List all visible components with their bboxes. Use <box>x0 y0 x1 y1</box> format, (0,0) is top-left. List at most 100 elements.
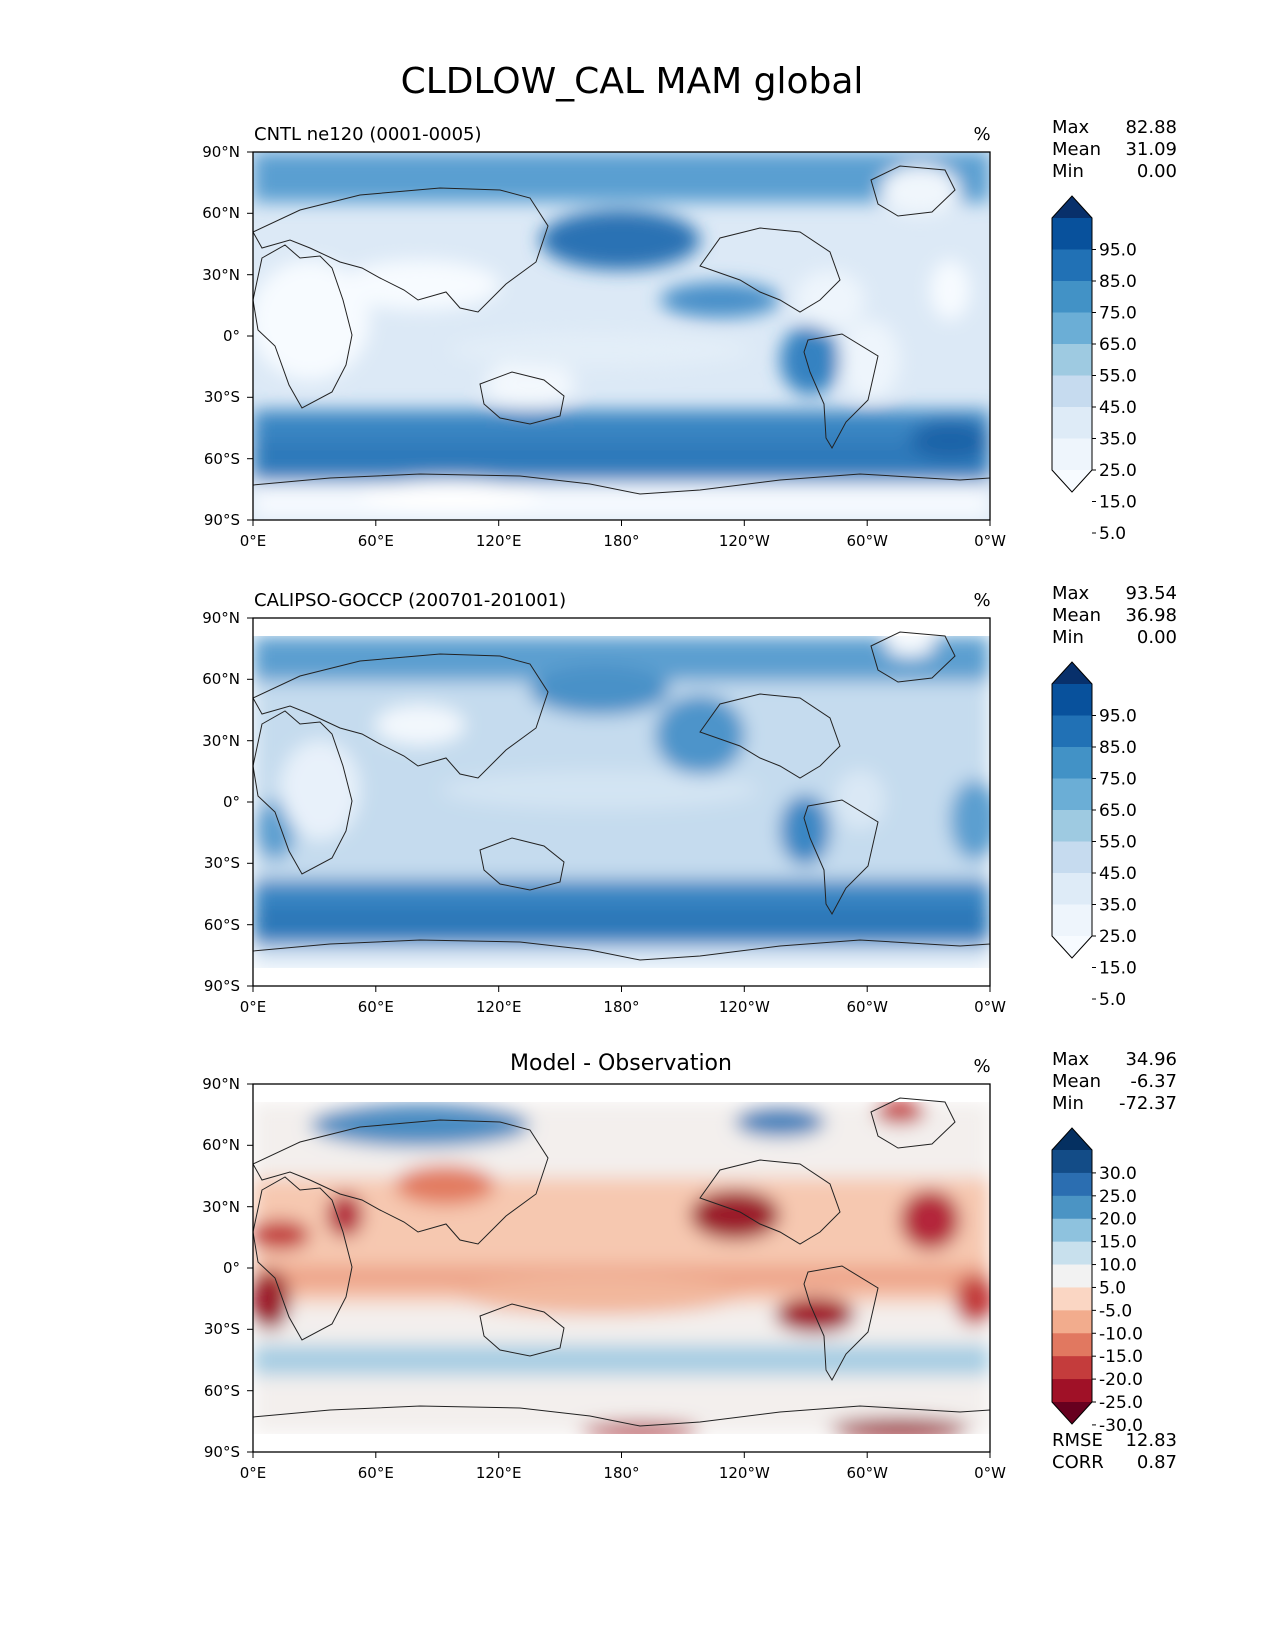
stat-label: Mean <box>1052 1071 1101 1092</box>
lat-tick-label: 0° <box>223 793 240 811</box>
colorbar-swatch <box>1052 873 1092 905</box>
colorbar-tick-label: -15.0 <box>1099 1347 1143 1367</box>
lon-tick-label: 120°W <box>719 998 770 1016</box>
colorbar-tick-label: -10.0 <box>1099 1324 1143 1344</box>
colorbar-swatch <box>1052 218 1092 250</box>
colorbar-swatch <box>1052 407 1092 439</box>
colorbar-swatch <box>1052 841 1092 874</box>
colorbar-tick-label: 95.0 <box>1099 241 1137 261</box>
lon-tick-label: 0°W <box>974 532 1006 550</box>
panel-diff-colorbar: 30.0 25.0 20.0 15.0 10.05.0 -5.0 -10.0 -15.0 -20… <box>1051 1127 1143 1436</box>
lon-tick-label: 120°E <box>476 532 522 550</box>
stat-value: -72.37 <box>1119 1093 1177 1114</box>
colorbar-swatch <box>1052 810 1092 842</box>
colorbar-swatch <box>1052 1333 1092 1357</box>
lat-tick-label: 90°S <box>204 1443 240 1461</box>
lon-tick-label: 60°W <box>846 1464 888 1482</box>
lon-tick-label: 60°W <box>846 998 888 1016</box>
colorbar-tick-label: 85.0 <box>1099 272 1137 292</box>
colorbar-extend-bottom <box>1052 936 1092 958</box>
stat-label: Mean <box>1052 605 1101 626</box>
panel-obs: CALIPSO-GOCCP (200701-201001) % <box>202 583 1177 1016</box>
panel-model-units: % <box>973 124 990 145</box>
panel-obs-field <box>253 618 990 986</box>
panel-diff-title: Model - Observation <box>510 1051 732 1076</box>
colorbar-extend-bottom <box>1052 1402 1092 1424</box>
lat-tick-label: 60°S <box>204 916 240 934</box>
colorbar-extend-top <box>1052 196 1092 218</box>
colorbar-extend-bottom <box>1052 470 1092 492</box>
lat-tick-label: 60°S <box>204 450 240 468</box>
colorbar-tick-label: 30.0 <box>1099 1164 1137 1184</box>
coastlines <box>253 165 990 495</box>
colorbar-tick-label: -20.0 <box>1099 1370 1143 1390</box>
lon-tick-label: 180° <box>603 1464 639 1482</box>
colorbar-swatch <box>1052 1287 1092 1311</box>
stat-value: 0.00 <box>1137 627 1177 648</box>
field-layers <box>253 1100 990 1438</box>
colorbar-tick-label: 5.0 <box>1099 1278 1126 1298</box>
panel-obs-colorbar: 95.0 85.0 75.0 65.0 55.0 45.0 35.0 25.0 15.0 5.0 <box>1051 661 1137 1010</box>
colorbar-swatch <box>1052 249 1092 282</box>
colorbar-tick-label: -5.0 <box>1099 1301 1132 1321</box>
panel-diff-metrics: RMSE 12.83 CORR 0.87 <box>1052 1430 1177 1473</box>
panel-model-colorbar: 95.0 85.0 75.0 65.0 55.0 45.0 35.0 25.0 15.0 5.0 <box>1051 195 1137 544</box>
colorbar-extend-top <box>1052 1128 1092 1150</box>
colorbar-tick-label: 35.0 <box>1099 896 1137 916</box>
stat-label: Min <box>1052 1093 1084 1114</box>
panel-obs-title: CALIPSO-GOCCP (200701-201001) <box>254 590 566 611</box>
panel-obs-lon-ticks: 0°E 60°E 120°E 180° 120°W 60°W 0°W <box>240 986 1006 1016</box>
panel-diff-lon-ticks: 0°E 60°E 120°E 180° 120°W 60°W 0°W <box>240 1452 1006 1482</box>
colorbar-tick-label: 10.0 <box>1099 1256 1137 1276</box>
stat-label: Min <box>1052 161 1084 182</box>
colorbar-swatch <box>1052 1356 1092 1380</box>
colorbar-tick-label: 25.0 <box>1099 1187 1137 1207</box>
panel-diff-stats: Max 34.96 Mean -6.37 Min -72.37 <box>1052 1049 1177 1114</box>
colorbar-swatch <box>1052 1310 1092 1334</box>
field-layers <box>253 633 990 968</box>
colorbar-swatch <box>1052 1195 1092 1220</box>
colorbar-tick-label: 65.0 <box>1099 335 1137 355</box>
figure-title: CLDLOW_CAL MAM global <box>401 61 864 102</box>
colorbar-tick-label: 5.0 <box>1099 524 1126 544</box>
lon-tick-label: 120°E <box>476 998 522 1016</box>
colorbar-swatch <box>1052 1241 1092 1265</box>
lat-tick-label: 0° <box>223 1259 240 1277</box>
metric-label: RMSE <box>1052 1430 1103 1451</box>
colorbar-swatch <box>1052 1379 1092 1403</box>
lat-tick-label: 30°N <box>202 266 240 284</box>
lon-tick-label: 120°E <box>476 1464 522 1482</box>
colorbar-swatch <box>1052 312 1092 345</box>
panel-diff-units: % <box>973 1056 990 1077</box>
stat-label: Mean <box>1052 139 1101 160</box>
lon-tick-label: 60°E <box>358 532 394 550</box>
lon-tick-label: 60°E <box>358 1464 394 1482</box>
colorbar-extend-top <box>1052 662 1092 684</box>
stat-label: Max <box>1052 117 1090 138</box>
panel-diff-field <box>253 1084 990 1452</box>
colorbar-tick-label: 65.0 <box>1099 801 1137 821</box>
lat-tick-label: 60°N <box>202 1136 240 1154</box>
panel-diff: Model - Observation % <box>202 1049 1177 1482</box>
field-layers <box>253 152 990 520</box>
metric-value: 0.87 <box>1137 1452 1177 1473</box>
colorbar-swatch <box>1052 281 1092 313</box>
stat-value: -6.37 <box>1130 1071 1177 1092</box>
lat-tick-label: 90°S <box>204 511 240 529</box>
lon-tick-label: 0°E <box>240 532 267 550</box>
colorbar-tick-label: 55.0 <box>1099 833 1137 853</box>
panel-model-stats: Max 82.88 Mean 31.09 Min 0.00 <box>1052 117 1177 182</box>
lat-tick-label: 30°S <box>204 1320 240 1338</box>
panel-model-title: CNTL ne120 (0001-0005) <box>254 124 482 145</box>
stat-value: 0.00 <box>1137 161 1177 182</box>
colorbar-swatch <box>1052 684 1092 716</box>
panel-obs-stats: Max 93.54 Mean 36.98 Min 0.00 <box>1052 583 1177 648</box>
colorbar-swatch <box>1052 1218 1092 1243</box>
panel-diff-lat-ticks: 90°N 60°N 30°N 0° 30°S 60°S 90°S <box>202 1075 253 1461</box>
stat-value: 82.88 <box>1125 117 1177 138</box>
lat-tick-label: 30°N <box>202 1198 240 1216</box>
colorbar-tick-label: 55.0 <box>1099 367 1137 387</box>
colorbar-swatch <box>1052 715 1092 748</box>
panel-obs-lat-ticks: 90°N 60°N 30°N 0° 30°S 60°S 90°S <box>202 609 253 995</box>
panel-model-lat-ticks: 90°N 60°N 30°N 0° 30°S 60°S 90°S <box>202 143 253 529</box>
